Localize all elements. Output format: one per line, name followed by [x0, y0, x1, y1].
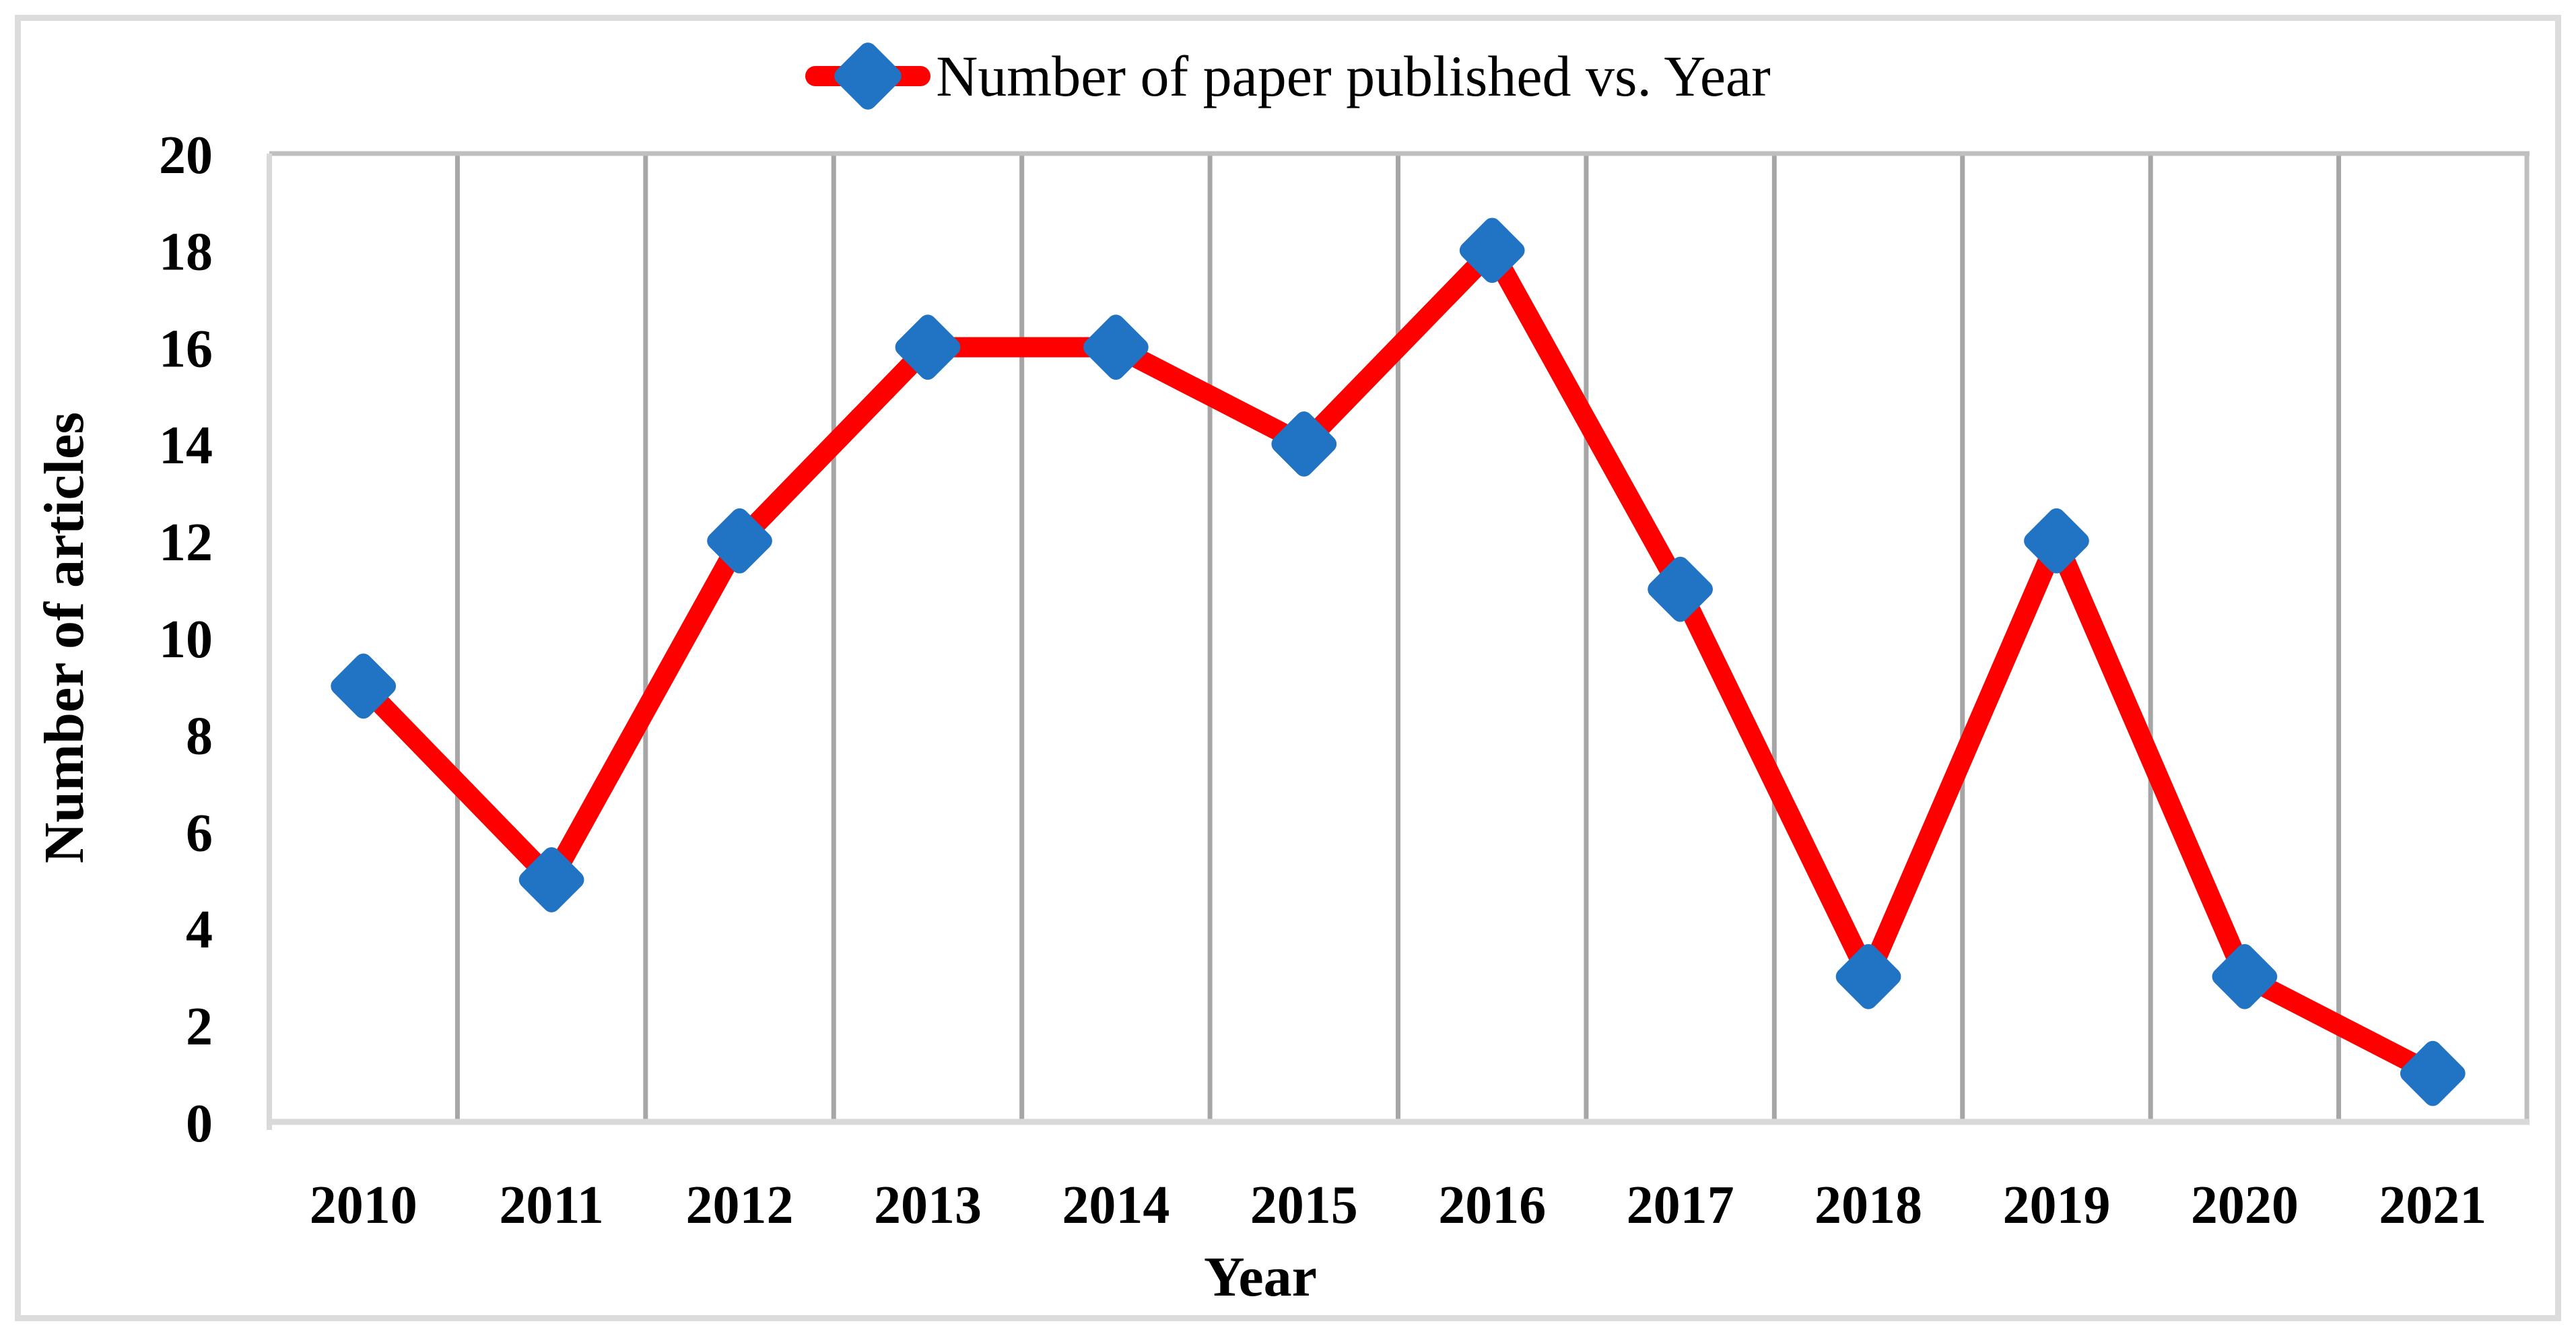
data-point-marker [2024, 508, 2089, 574]
y-tick-label: 20 [159, 126, 213, 185]
x-tick-label: 2020 [2191, 1176, 2299, 1235]
y-tick-label: 12 [159, 513, 213, 572]
y-tick-label: 10 [159, 610, 213, 669]
data-point-marker [1083, 314, 1149, 380]
data-point-marker [1459, 218, 1525, 283]
data-point-marker [1835, 943, 1901, 1009]
legend: Number of paper published vs. Year [0, 38, 2576, 114]
x-tick-label: 2017 [1627, 1176, 1734, 1235]
y-tick-label: 6 [186, 803, 213, 863]
data-point-marker [1271, 411, 1337, 477]
legend-label: Number of paper published vs. Year [936, 44, 1771, 108]
legend-diamond-marker-icon [831, 38, 906, 114]
x-tick-label: 2015 [1250, 1176, 1358, 1235]
data-point-marker [518, 847, 584, 912]
x-tick-label: 2011 [499, 1176, 604, 1235]
legend-series-sample [805, 38, 931, 114]
data-point-marker [895, 314, 961, 380]
y-tick-label: 14 [159, 416, 213, 475]
data-point-marker [2400, 1040, 2466, 1106]
data-point-marker [707, 508, 772, 574]
y-tick-label: 8 [186, 707, 213, 766]
y-tick-label: 2 [186, 997, 213, 1057]
x-tick-label: 2016 [1438, 1176, 1546, 1235]
x-tick-label: 2021 [2379, 1176, 2486, 1235]
y-tick-label: 16 [159, 319, 213, 378]
data-point-marker [331, 653, 397, 719]
y-tick-label: 18 [159, 223, 213, 282]
x-tick-label: 2012 [686, 1176, 794, 1235]
x-tick-label: 2018 [1815, 1176, 1922, 1235]
x-tick-label: 2014 [1062, 1176, 1170, 1235]
y-axis-title: Number of articles [33, 411, 96, 864]
x-axis-title: Year [1204, 1246, 1317, 1308]
y-tick-label: 0 [186, 1094, 213, 1154]
data-line [353, 240, 2443, 1084]
x-tick-label: 2010 [310, 1176, 417, 1235]
x-tick-label: 2019 [2002, 1176, 2110, 1235]
data-point-marker [1648, 556, 1713, 622]
data-point-marker [2212, 943, 2278, 1009]
x-tick-label: 2013 [874, 1176, 982, 1235]
y-tick-label: 4 [186, 900, 213, 960]
